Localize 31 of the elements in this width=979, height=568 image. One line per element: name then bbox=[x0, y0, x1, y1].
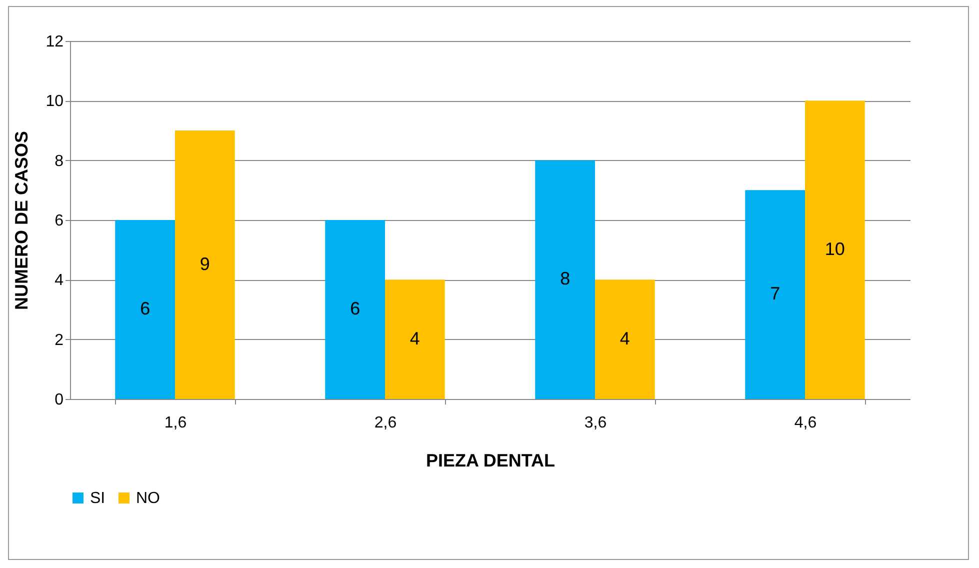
y-axis-title: NUMERO DE CASOS bbox=[12, 130, 32, 310]
y-tick-label: 4 bbox=[54, 272, 64, 290]
data-label: 6 bbox=[140, 298, 150, 318]
x-tick-label: 2,6 bbox=[374, 414, 397, 432]
y-tick-label: 12 bbox=[46, 34, 64, 50]
x-tick-label: 4,6 bbox=[794, 414, 817, 432]
bar bbox=[325, 220, 385, 399]
data-label: 7 bbox=[770, 284, 780, 304]
bar bbox=[535, 160, 595, 399]
legend-label: SI bbox=[90, 490, 106, 507]
x-axis-title: PIEZA DENTAL bbox=[426, 450, 555, 470]
data-label: 4 bbox=[620, 328, 630, 348]
y-tick-label: 8 bbox=[54, 152, 64, 170]
data-label: 8 bbox=[560, 268, 570, 289]
bar bbox=[805, 100, 865, 399]
bar bbox=[745, 190, 805, 399]
y-tick-label: 0 bbox=[54, 392, 64, 408]
data-label: 9 bbox=[200, 254, 210, 274]
y-tick-label: 2 bbox=[54, 332, 64, 349]
y-tick-label: 10 bbox=[46, 93, 64, 110]
bar bbox=[595, 280, 655, 399]
bar bbox=[115, 220, 175, 399]
y-tick-label: 6 bbox=[54, 212, 64, 230]
x-tick-label: 1,6 bbox=[164, 414, 187, 432]
data-label: 10 bbox=[824, 238, 845, 259]
data-label: 4 bbox=[410, 328, 420, 348]
data-label: 6 bbox=[350, 298, 360, 318]
bar bbox=[385, 280, 445, 399]
bar bbox=[175, 130, 235, 399]
legend-label: NO bbox=[136, 490, 160, 507]
x-tick-label: 3,6 bbox=[584, 414, 607, 432]
